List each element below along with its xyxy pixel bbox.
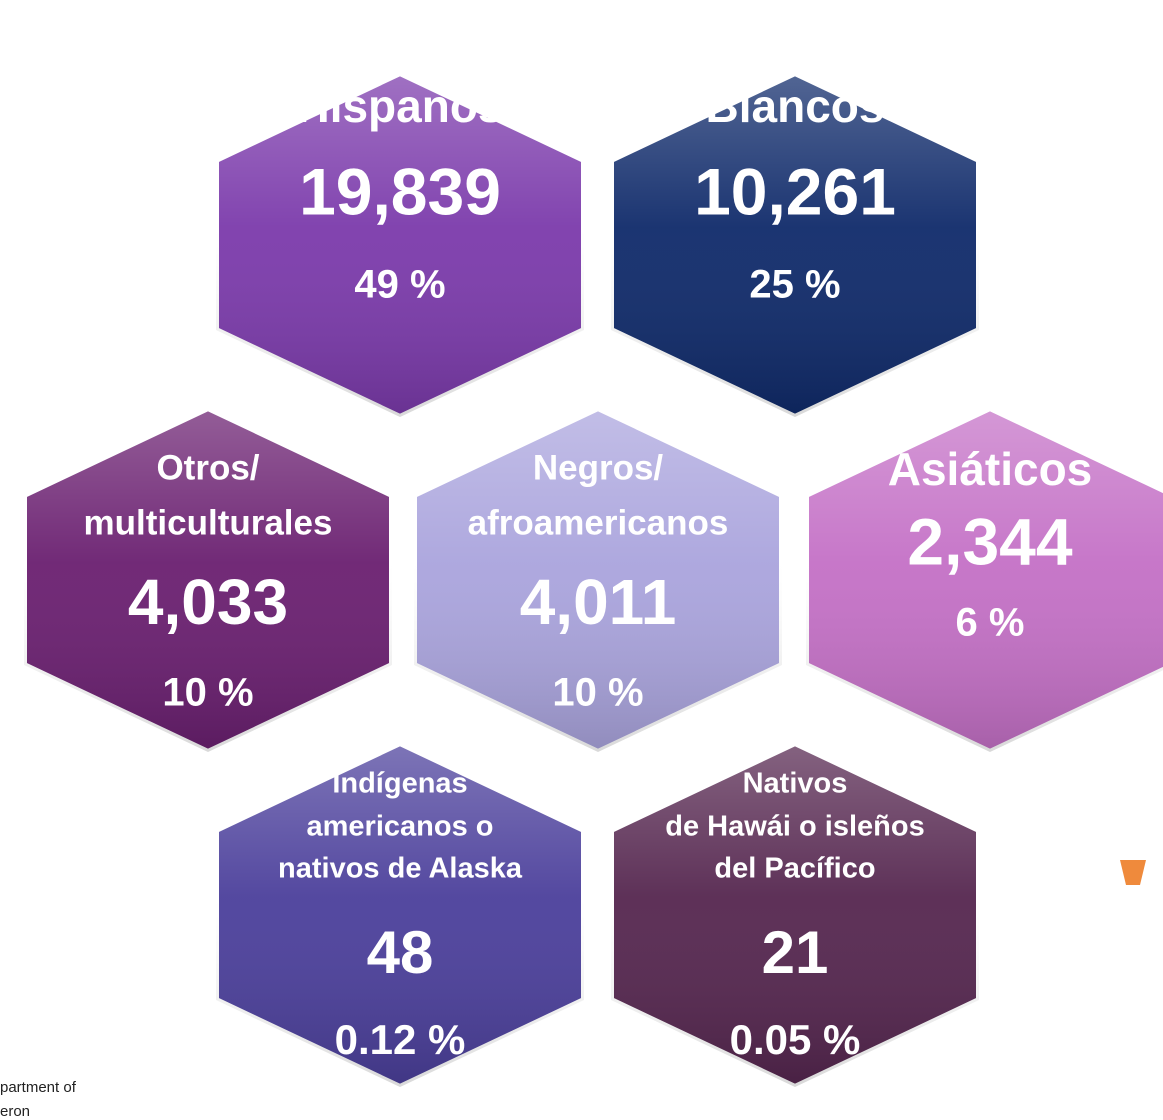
hexagon-label: de Hawái o isleños <box>665 811 924 843</box>
hexagon: Blancos 10,261 25 % <box>608 70 982 420</box>
hexagon: Otros/multiculturales 4,033 10 % <box>21 405 395 755</box>
hexagon-shine <box>216 743 584 1087</box>
hexagon: Indígenas americanos o nativos de Alaska 48… <box>213 740 587 1090</box>
hexagon-label: Nativos <box>743 768 848 800</box>
hexagon: Negros/afroamericanos 4,011 10 % <box>411 405 785 755</box>
hexagon-count: 19,839 <box>299 154 501 228</box>
hexagon-percent: 10 % <box>552 671 643 715</box>
hexagon-count: 2,344 <box>907 504 1072 578</box>
hexagon-label: nativos de Alaska <box>278 853 523 885</box>
hexagon-shine <box>414 408 782 752</box>
footnote: eron <box>0 1103 30 1120</box>
hexagon-percent: 10 % <box>162 671 253 715</box>
hexagon-percent: 25 % <box>749 263 840 307</box>
hexagon-count: 10,261 <box>694 154 896 228</box>
hexagon-label: Indígenas <box>332 768 467 800</box>
hexagon: Hispanos 19,839 49 % <box>213 70 587 420</box>
decor-mark <box>1120 860 1146 885</box>
hexagon: Nativos de Hawái o isleños del Pacífico 21 0… <box>608 740 982 1090</box>
hexagon-label: Hispanos <box>296 80 503 132</box>
hexagon-percent: 6 % <box>956 601 1025 645</box>
footnote: partment of <box>0 1079 77 1096</box>
hexagon-shine <box>611 73 979 417</box>
hexagon-label: Otros/ <box>156 448 259 487</box>
hexagon-count: 21 <box>762 919 829 986</box>
hexagon: Asiáticos 2,344 6 % <box>803 405 1163 755</box>
hexagon-percent: 0.05 % <box>730 1016 861 1063</box>
hexagon-label: Negros/ <box>533 448 664 487</box>
hexagon-shine <box>24 408 392 752</box>
hexagon-shine <box>216 73 584 417</box>
hexagon-percent: 0.12 % <box>335 1016 466 1063</box>
hexagon-shine <box>806 408 1163 752</box>
hexagon-count: 48 <box>367 919 434 986</box>
hexagon-label: Asiáticos <box>888 443 1093 495</box>
hexagon-label: del Pacífico <box>714 853 875 885</box>
hexagon-label: americanos o <box>307 811 494 843</box>
hexagon-label: afroamericanos <box>468 503 729 542</box>
hexagon-label: multiculturales <box>84 503 333 542</box>
hexagon-percent: 49 % <box>354 263 445 307</box>
hexagon-label: Blancos <box>706 80 885 132</box>
hexagon-shine <box>611 743 979 1087</box>
hexagon-count: 4,033 <box>128 566 288 638</box>
hexagon-count: 4,011 <box>520 566 677 638</box>
